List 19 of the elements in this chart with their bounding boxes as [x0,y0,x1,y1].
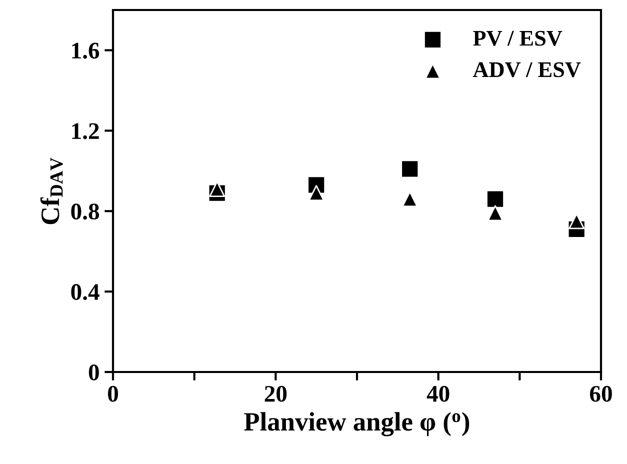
y-tick-label: 1.2 [72,123,99,140]
point [400,160,420,178]
y-axis-title: Cf$_{DAV}$ [40,158,63,224]
y-tick-label: 0.4 [71,284,100,300]
x-tick-label: 20 [264,386,287,402]
y-tick-label: 0 [88,364,99,380]
x-tick-label: 0 [108,386,118,402]
x-tick-label: 60 [590,386,612,402]
y-tick-label: 1.6 [72,42,100,59]
x-tick-label: 40 [426,386,450,402]
point [308,185,324,201]
point [209,181,226,197]
point [487,205,504,222]
point [402,191,418,208]
legend-label: PV / ESV [473,30,562,46]
point [486,190,504,208]
y-tick-label: 0.8 [71,204,100,220]
legend-label: ADV / ESV [472,62,581,78]
x-axis-title: Planview angle φ ($^{o}$) [244,412,470,436]
